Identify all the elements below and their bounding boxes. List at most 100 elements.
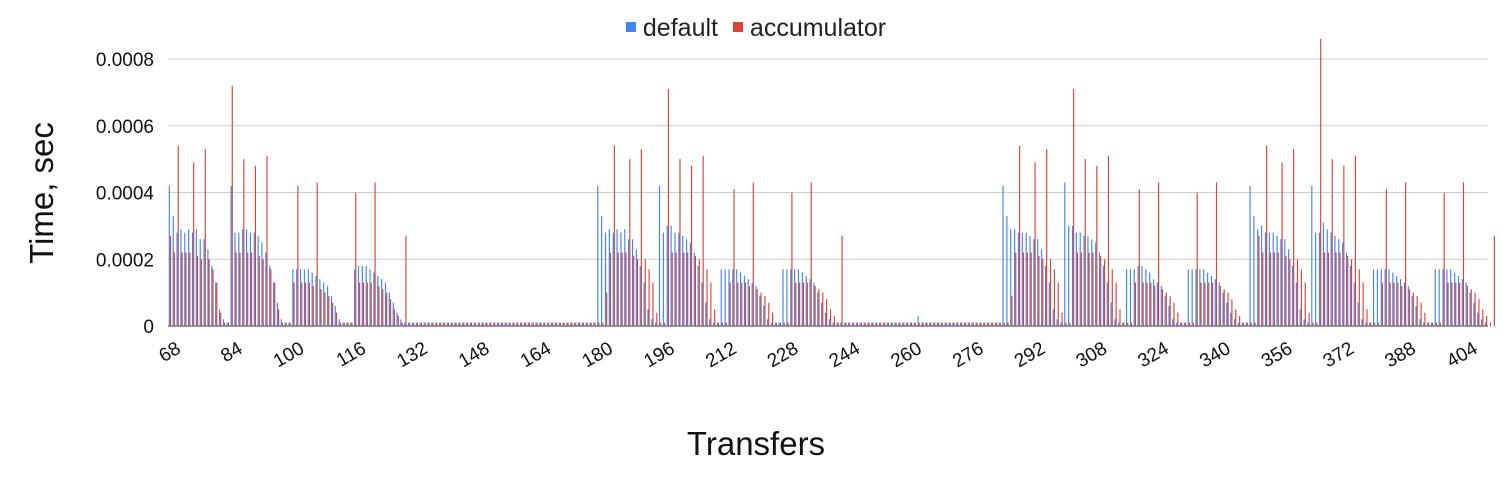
legend-item-accumulator[interactable]: accumulator <box>732 14 886 43</box>
bar-accumulator <box>1486 315 1488 326</box>
bar-accumulator <box>1478 299 1480 326</box>
bar-default <box>438 322 441 326</box>
bar-default <box>261 242 263 326</box>
bar-accumulator <box>575 322 577 326</box>
bar-default <box>805 275 807 326</box>
bar-default <box>222 319 224 326</box>
x-tick-label: 324 <box>1135 338 1173 372</box>
bar-default <box>666 225 668 326</box>
bar-default <box>384 282 387 326</box>
bar-accumulator <box>467 322 469 326</box>
bar-default <box>1334 235 1336 326</box>
bar-accumulator <box>1007 322 1009 326</box>
bar-default <box>1369 322 1371 326</box>
bar-accumulator <box>305 282 307 326</box>
bar-default <box>1110 302 1112 326</box>
bar-accumulator <box>250 252 253 326</box>
bar-accumulator <box>362 282 365 326</box>
x-tick-label: 132 <box>393 338 431 372</box>
bar-accumulator <box>173 252 175 326</box>
bar-accumulator <box>463 322 465 326</box>
bar-default <box>1326 229 1328 326</box>
bar-default <box>1145 269 1147 326</box>
bar-accumulator <box>1053 269 1055 326</box>
bar-default <box>1318 232 1321 326</box>
bar-accumulator <box>335 312 338 326</box>
x-tick-label: 356 <box>1258 338 1296 372</box>
bar-accumulator <box>389 299 392 326</box>
x-tick-label: 116 <box>333 338 370 371</box>
bar-default <box>288 322 290 326</box>
bar-default <box>1315 232 1317 326</box>
bar-default <box>327 285 329 326</box>
bar-accumulator <box>1223 289 1225 326</box>
bar-default <box>917 315 919 326</box>
bar-default <box>1133 269 1135 326</box>
bar-default <box>1183 322 1186 326</box>
bar-default <box>624 229 626 326</box>
legend-item-default[interactable]: default <box>625 14 718 43</box>
bar-accumulator <box>1366 309 1368 326</box>
bar-accumulator <box>474 322 476 326</box>
bar-default <box>1079 232 1081 326</box>
x-tick-label: 100 <box>270 338 308 372</box>
bar-accumulator <box>988 322 990 326</box>
bar-accumulator <box>1435 322 1438 326</box>
bar-default <box>1176 322 1178 326</box>
bar-accumulator <box>189 252 191 326</box>
bar-default <box>1295 282 1297 326</box>
bar-accumulator <box>660 322 662 326</box>
bar-accumulator <box>1258 235 1260 326</box>
bar-accumulator <box>540 322 542 326</box>
bar-default <box>1446 269 1448 326</box>
bar-default <box>323 282 325 326</box>
bar-default <box>1477 312 1479 326</box>
bar-accumulator <box>536 322 538 326</box>
bar-accumulator <box>443 322 446 326</box>
bar-accumulator <box>741 282 743 326</box>
bar-default <box>1180 322 1182 326</box>
bar-accumulator <box>281 322 284 326</box>
bar-accumulator <box>775 322 778 326</box>
bar-accumulator <box>1455 282 1457 326</box>
bar-default <box>400 319 402 326</box>
bar-default <box>936 322 938 326</box>
bar-accumulator <box>1084 159 1086 326</box>
bar-default <box>608 229 610 326</box>
bar-accumulator <box>1285 255 1287 326</box>
bar-default <box>1257 229 1259 326</box>
bar-accumulator <box>1019 145 1021 326</box>
bar-default <box>1199 269 1201 326</box>
bar-default <box>1083 235 1085 326</box>
bar-accumulator <box>644 259 646 326</box>
bar-accumulator <box>1061 312 1063 326</box>
bar-default <box>1307 322 1309 326</box>
bar-default <box>983 322 985 326</box>
bar-accumulator <box>301 282 303 326</box>
bar-default <box>276 302 278 326</box>
bar-accumulator <box>706 269 708 326</box>
bar-accumulator <box>976 322 978 326</box>
bar-default <box>651 319 653 326</box>
bar-accumulator <box>1482 309 1484 326</box>
x-axis-title: Transfers <box>686 425 826 462</box>
bar-accumulator <box>1389 282 1391 326</box>
bar-default <box>300 269 302 326</box>
bar-default <box>1461 279 1463 326</box>
bar-default <box>913 322 915 326</box>
bar-default <box>508 322 510 326</box>
bar-default <box>836 322 838 326</box>
bar-default <box>392 302 394 326</box>
bar-accumulator <box>582 322 585 326</box>
bar-default <box>269 265 271 326</box>
bar-accumulator <box>903 322 905 326</box>
bar-default <box>1068 225 1070 326</box>
bar-accumulator <box>494 322 496 326</box>
bar-default <box>593 322 595 326</box>
bar-accumulator <box>552 322 554 326</box>
bar-default <box>388 292 390 326</box>
bar-accumulator <box>196 255 199 326</box>
bar-accumulator <box>1003 322 1005 326</box>
bar-accumulator <box>459 322 461 326</box>
